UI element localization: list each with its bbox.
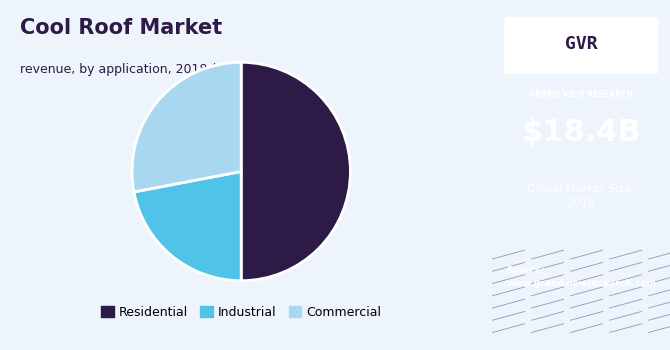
Text: Cool Roof Market: Cool Roof Market bbox=[19, 18, 222, 37]
Text: Source:
www.grandviewresearch.com: Source: www.grandviewresearch.com bbox=[507, 266, 657, 287]
Text: $18.4B: $18.4B bbox=[521, 119, 641, 147]
Wedge shape bbox=[132, 62, 241, 192]
FancyBboxPatch shape bbox=[505, 18, 657, 74]
Legend: Residential, Industrial, Commercial: Residential, Industrial, Commercial bbox=[96, 301, 387, 324]
Text: revenue, by application, 2018 (%): revenue, by application, 2018 (%) bbox=[19, 63, 232, 76]
Wedge shape bbox=[241, 62, 350, 281]
Wedge shape bbox=[134, 172, 241, 281]
Text: Global Market Size,
2018: Global Market Size, 2018 bbox=[527, 184, 635, 208]
Text: GRAND VIEW RESEARCH: GRAND VIEW RESEARCH bbox=[529, 90, 633, 99]
Text: GVR: GVR bbox=[565, 35, 598, 53]
